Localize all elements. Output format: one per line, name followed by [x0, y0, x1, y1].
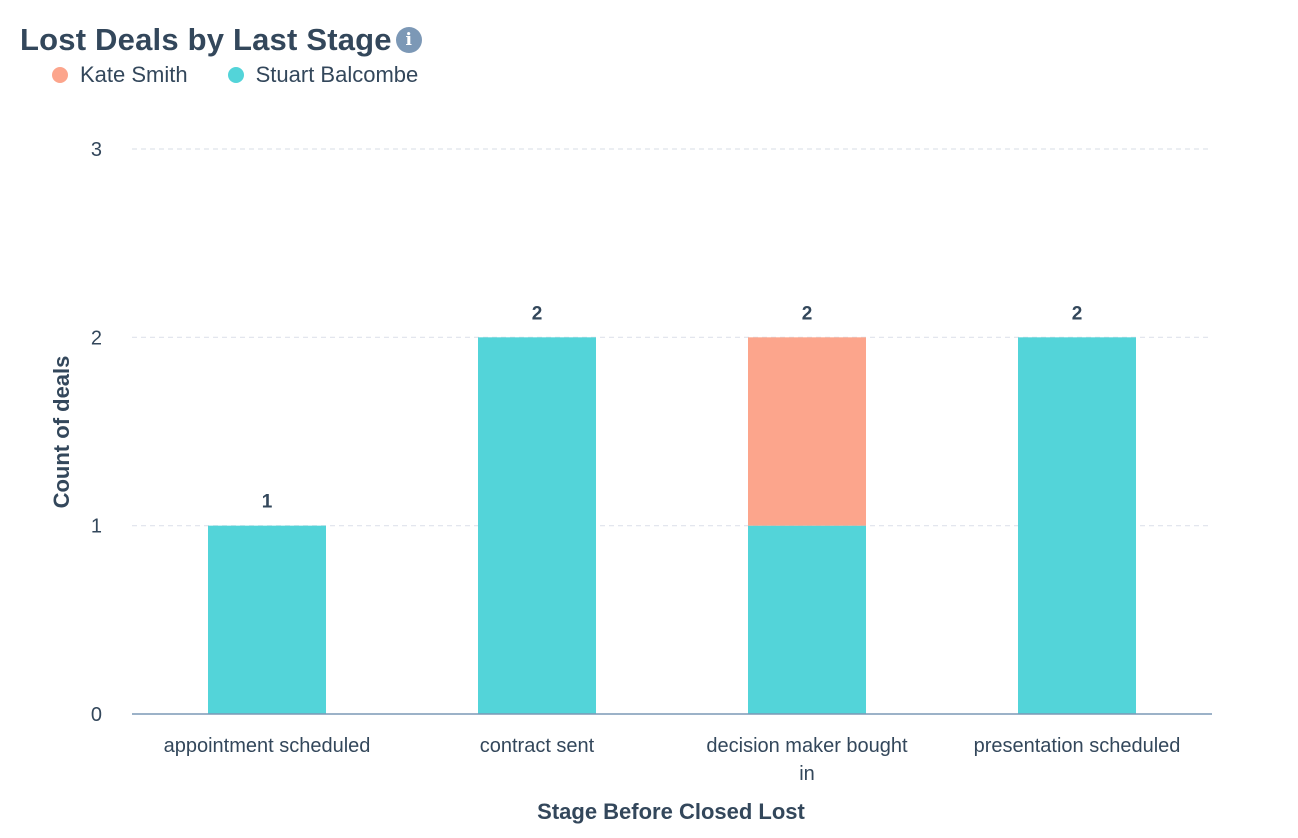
y-tick-label-0: 0: [91, 704, 102, 726]
legend-item-stuart-balcombe[interactable]: Stuart Balcombe: [227, 62, 419, 88]
y-tick-label-1: 1: [91, 516, 102, 538]
legend-label-kate-smith: Kate Smith: [80, 62, 188, 87]
legend-item-kate-smith[interactable]: Kate Smith: [52, 62, 188, 88]
legend-swatch-kate-smith: [52, 67, 68, 83]
data-label-total-3: 2: [1072, 303, 1083, 324]
title-row: Lost Deals by Last Stage i: [20, 18, 422, 62]
x-tick-label-3: presentation scheduled: [974, 735, 1181, 757]
data-label-total-2: 2: [802, 303, 813, 324]
bar-stuart-balcombe-3[interactable]: [1018, 337, 1136, 714]
legend-swatch-stuart-balcombe: [227, 67, 244, 83]
data-label-total-0: 1: [262, 492, 273, 513]
bar-stuart-balcombe-2[interactable]: [748, 525, 866, 714]
legend: Kate Smith Stuart Balcombe: [52, 62, 418, 88]
bar-stuart-balcombe-1[interactable]: [478, 337, 596, 714]
info-icon[interactable]: i: [395, 27, 422, 53]
x-tick-label-1: contract sent: [480, 735, 595, 757]
x-tick-label-2: decision maker bought: [706, 735, 908, 757]
y-tick-label-3: 3: [91, 139, 102, 161]
x-axis-title: Stage Before Closed Lost: [537, 799, 805, 824]
chart-title: Lost Deals by Last Stage: [20, 22, 392, 57]
x-tick-label-2-line-1: in: [799, 763, 815, 785]
legend-label-stuart-balcombe: Stuart Balcombe: [255, 62, 419, 87]
y-axis-title: Count of deals: [49, 356, 74, 509]
data-label-total-1: 2: [532, 303, 543, 324]
bar-stuart-balcombe-0[interactable]: [208, 525, 326, 714]
y-tick-label-2: 2: [91, 327, 102, 349]
x-tick-label-0: appointment scheduled: [164, 735, 371, 757]
bar-kate-smith-2[interactable]: [748, 337, 866, 526]
